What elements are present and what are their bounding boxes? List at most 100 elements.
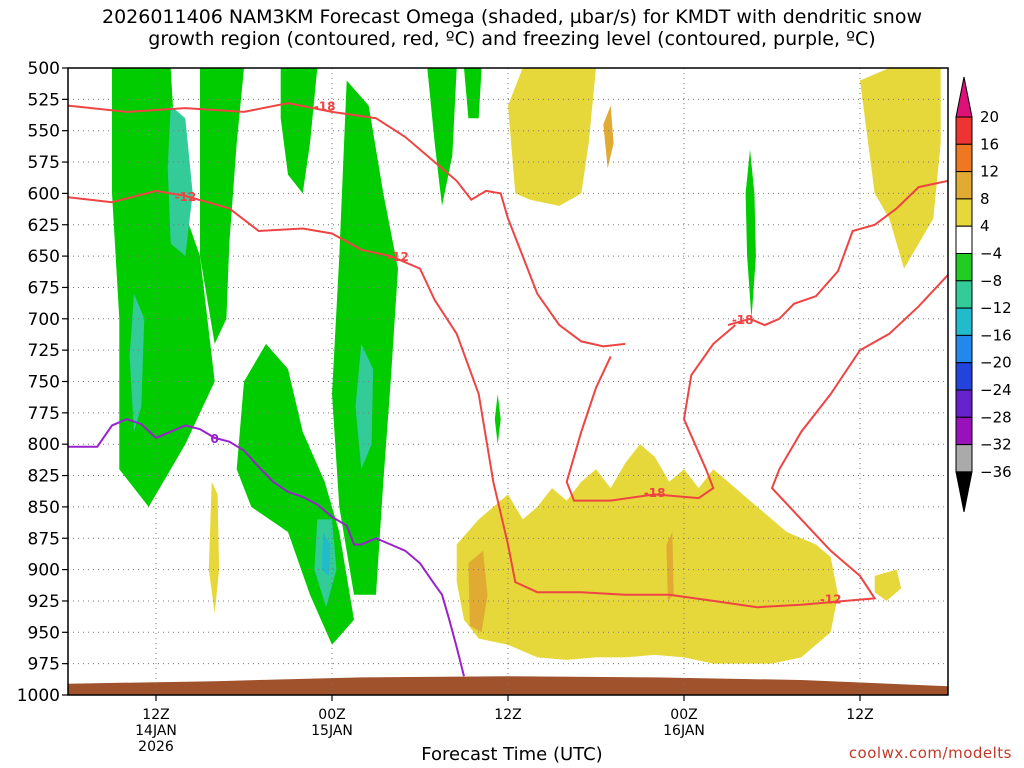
colorbar-top-arrow — [955, 76, 973, 118]
x-tick-label: 00Z — [670, 707, 697, 723]
y-tick-label: 575 — [28, 153, 60, 173]
colorbar-swatch — [955, 143, 973, 173]
colorbar: 20 16 12 8 4 −4 −8 −12 −16 −20 −24 −28 −32 −36 — [955, 76, 1012, 512]
x-tick-label: 14JAN — [135, 723, 177, 739]
omega-region-4 — [332, 80, 398, 595]
colorbar-swatch — [955, 334, 973, 364]
x-tick-label: 00Z — [318, 707, 345, 723]
dgz-contour-label-3: -12 — [174, 190, 196, 204]
y-tick-label: 800 — [28, 435, 60, 455]
omega-region-9 — [167, 105, 193, 257]
y-tick-label: 975 — [28, 655, 60, 675]
y-tick-label: 600 — [28, 184, 60, 204]
dgz-contour-2 — [565, 324, 736, 502]
y-tick-label: 650 — [28, 247, 60, 267]
colorbar-label: −8 — [980, 272, 1002, 290]
colorbar-swatch — [955, 389, 973, 418]
colorbar-label: 16 — [980, 135, 999, 153]
omega-region-12 — [355, 343, 374, 470]
colorbar-label: −28 — [980, 408, 1012, 426]
dgz-contour-label-2: -18 — [644, 486, 666, 500]
colorbar-label: −4 — [980, 245, 1002, 263]
omega-region-5 — [427, 68, 457, 206]
omega-region-17 — [874, 569, 902, 601]
colorbar-label: −20 — [980, 354, 1012, 372]
omega-shading-layer — [68, 68, 948, 695]
colorbar-swatch — [955, 225, 973, 254]
chart-title-line-2: growth region (contoured, red, ºC) and f… — [148, 28, 876, 50]
omega-region-7 — [745, 149, 756, 319]
x-tick-label: 12Z — [142, 707, 169, 723]
contour-label-layer: -18 -18 -18 -12 -12 -12 0 — [174, 100, 842, 607]
y-tick-label: 725 — [28, 341, 60, 361]
chart-title-line-1: 2026011406 NAM3KM Forecast Omega (shaded… — [102, 6, 922, 28]
y-tick-label: 700 — [28, 310, 60, 330]
colorbar-swatch — [955, 116, 973, 145]
y-tick-label: 775 — [28, 404, 60, 424]
dgz-contour-3 — [68, 189, 948, 609]
grid-layer — [68, 68, 948, 695]
y-tick-label: 750 — [28, 373, 60, 393]
omega-region-6 — [464, 68, 482, 119]
omega-region-14 — [508, 68, 596, 206]
omega-region-18 — [208, 481, 220, 614]
dgz-contour-label-5: -12 — [820, 592, 842, 606]
dgz-contour-1 — [727, 179, 948, 327]
colorbar-label: 20 — [980, 108, 999, 126]
omega-region-13 — [321, 532, 331, 576]
colorbar-label: −24 — [980, 381, 1012, 399]
terrain-fill — [68, 676, 948, 695]
colorbar-label: −12 — [980, 299, 1012, 317]
y-tick-label: 500 — [28, 59, 60, 79]
dgz-contour-0 — [68, 102, 626, 348]
colorbar-swatch — [955, 198, 973, 227]
y-tick-label: 875 — [28, 529, 60, 549]
y-tick-label: 825 — [28, 467, 60, 487]
x-tick-label: 16JAN — [663, 723, 705, 739]
y-tick-label: 850 — [28, 498, 60, 518]
y-tick-label: 950 — [28, 623, 60, 643]
omega-region-21 — [666, 532, 674, 601]
colorbar-swatch — [955, 280, 973, 309]
dgz-contour-label-4: -12 — [387, 250, 409, 264]
omega-region-10 — [129, 293, 145, 432]
x-axis-title: Forecast Time (UTC) — [421, 744, 603, 765]
freezing-level-label: 0 — [210, 432, 218, 446]
y-tick-label: 900 — [28, 561, 60, 581]
omega-region-19 — [468, 550, 488, 633]
y-tick-label: 675 — [28, 278, 60, 298]
colorbar-label: 4 — [980, 217, 990, 235]
dgz-contour-label-1: -18 — [732, 313, 754, 327]
omega-region-15 — [456, 444, 838, 664]
colorbar-swatch — [955, 416, 973, 446]
y-tick-label: 525 — [28, 90, 60, 110]
colorbar-swatch — [955, 307, 973, 336]
x-tick-label: 2026 — [138, 739, 174, 755]
x-tick-label: 15JAN — [311, 723, 353, 739]
colorbar-swatch — [955, 253, 973, 282]
contour-layer — [68, 102, 948, 677]
colorbar-label: −16 — [980, 326, 1012, 344]
colorbar-swatch — [955, 362, 973, 391]
y-tick-label: 1000 — [17, 686, 60, 706]
omega-region-16 — [860, 68, 941, 269]
x-tick-label: 12Z — [846, 707, 873, 723]
colorbar-bottom-arrow — [955, 471, 973, 512]
colorbar-swatch — [955, 171, 973, 200]
colorbar-label: −36 — [980, 463, 1012, 481]
freezing-level-contour — [68, 418, 465, 677]
y-tick-label: 625 — [28, 216, 60, 236]
y-axis: 500 525 550 575 600 625 650 675 700 725 750 775 800 8… — [17, 59, 68, 706]
watermark-text: coolwx.com/modelts — [848, 744, 1012, 762]
x-tick-label: 12Z — [494, 707, 521, 723]
colorbar-swatch — [955, 444, 973, 473]
colorbar-label: 12 — [980, 163, 999, 181]
colorbar-label: −32 — [980, 436, 1012, 454]
dgz-contour-label-0: -18 — [314, 100, 336, 114]
omega-region-20 — [603, 105, 614, 169]
colorbar-label: 8 — [980, 190, 990, 208]
omega-region-8 — [494, 394, 501, 445]
y-tick-label: 550 — [28, 122, 60, 142]
